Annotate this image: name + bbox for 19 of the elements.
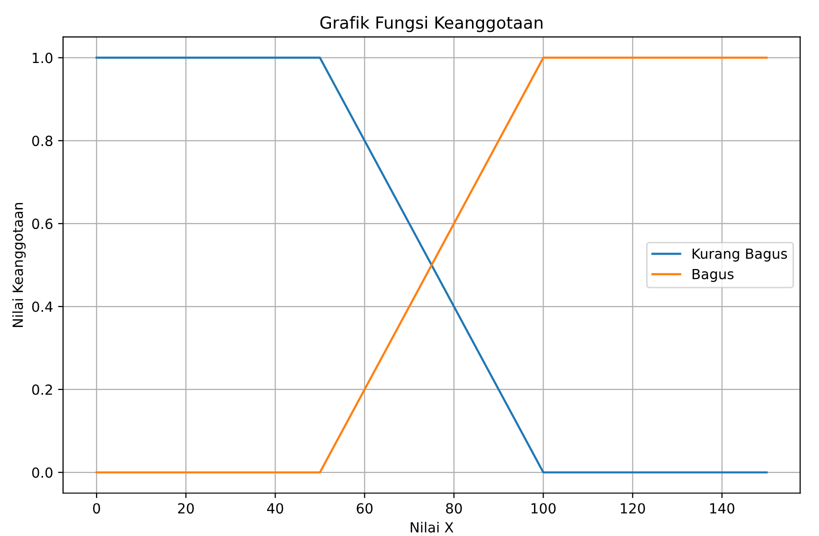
x-tick-label: 120: [620, 503, 645, 514]
chart-title: Grafik Fungsi Keanggotaan: [320, 16, 542, 32]
x-tick-label: 60: [356, 503, 373, 514]
y-tick-label: 0.8: [32, 136, 52, 146]
y-tick-label: 0.4: [32, 301, 53, 312]
x-tick-label: 80: [446, 503, 462, 514]
x-tick-label: 0: [93, 503, 100, 514]
x-tick-label: 40: [267, 503, 284, 514]
legend-label: Bagus: [692, 268, 734, 282]
legend-label: Kurang Bagus: [692, 248, 787, 262]
y-tick-label: 0.2: [32, 384, 52, 395]
x-tick-label: 20: [178, 503, 194, 514]
x-axis-title: Nilai X: [410, 522, 454, 533]
x-tick-label: 100: [532, 503, 556, 514]
y-tick-label: 1.0: [32, 52, 52, 64]
y-axis-title: Nilai Keanggotaan: [12, 202, 26, 327]
x-tick-label: 140: [710, 503, 734, 514]
y-tick-label: 0.0: [32, 467, 52, 478]
y-tick-label: 0.6: [32, 218, 52, 230]
